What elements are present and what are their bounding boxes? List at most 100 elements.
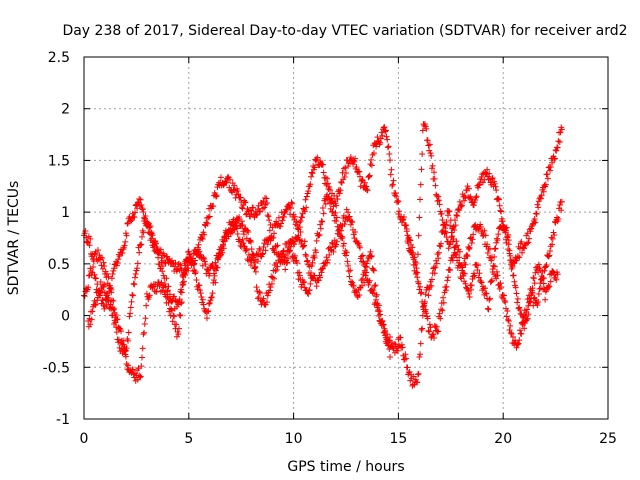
data-point-track-c — [311, 254, 318, 261]
data-point-track-c — [97, 278, 104, 285]
data-point-track-b — [99, 254, 106, 261]
data-point-track-f — [475, 274, 482, 281]
data-point-track-e — [397, 334, 404, 341]
data-point-track-b — [281, 210, 288, 217]
data-point-track-c — [123, 345, 130, 352]
data-point-track-f — [414, 269, 421, 276]
data-point-track-a — [392, 190, 399, 197]
data-point-track-c — [178, 286, 185, 293]
data-point-track-c — [214, 264, 221, 271]
data-point-track-e — [499, 291, 506, 298]
data-point-track-b — [247, 257, 254, 264]
data-point-track-c — [219, 249, 226, 256]
data-point-track-c — [250, 252, 257, 259]
data-point-track-f — [438, 306, 445, 313]
data-point-track-b — [318, 269, 325, 276]
data-point-track-f — [413, 269, 420, 276]
data-point-track-f — [482, 285, 489, 292]
data-point-track-b — [118, 328, 125, 335]
data-point-track-b — [99, 265, 106, 272]
data-point-track-b — [389, 344, 396, 351]
data-point-track-c — [284, 248, 291, 255]
data-point-track-a — [172, 259, 179, 266]
data-point-track-f — [407, 241, 414, 248]
data-point-track-a — [101, 303, 108, 310]
data-point-track-e — [484, 249, 491, 256]
data-point-track-c — [152, 237, 159, 244]
data-point-track-e — [431, 264, 438, 271]
data-point-track-b — [359, 252, 366, 259]
data-point-track-d — [427, 150, 434, 157]
data-point-track-b — [214, 255, 221, 262]
data-point-track-f — [551, 272, 558, 279]
data-point-track-e — [507, 322, 514, 329]
data-point-track-b — [326, 251, 333, 258]
data-point-track-e — [465, 245, 472, 252]
data-point-track-e — [549, 241, 556, 248]
data-point-track-a — [131, 214, 138, 221]
data-point-track-e — [419, 312, 426, 319]
data-point-track-d — [537, 195, 544, 202]
data-point-track-e — [558, 198, 565, 205]
data-point-track-a — [111, 265, 118, 272]
data-point-track-a — [92, 275, 99, 282]
data-point-track-e — [505, 316, 512, 323]
data-point-track-f — [528, 287, 535, 294]
data-point-track-d — [417, 196, 424, 203]
data-point-track-e — [410, 373, 417, 380]
data-point-track-e — [501, 297, 508, 304]
data-point-track-e — [418, 326, 425, 333]
data-point-track-b — [333, 241, 340, 248]
data-point-track-c — [370, 266, 377, 273]
data-point-track-d — [547, 167, 554, 174]
data-point-track-c — [344, 258, 351, 265]
data-point-track-b — [90, 263, 97, 270]
data-point-track-d — [496, 202, 503, 209]
data-point-track-c — [333, 214, 340, 221]
data-point-track-c — [326, 195, 333, 202]
data-point-track-d — [528, 223, 535, 230]
data-point-track-a — [123, 232, 130, 239]
data-point-track-f — [447, 267, 454, 274]
data-point-track-f — [491, 253, 498, 260]
data-point-track-f — [502, 227, 509, 234]
data-point-track-c — [288, 241, 295, 248]
y-tick-label: 2 — [61, 102, 70, 118]
data-point-track-f — [417, 283, 424, 290]
data-point-track-c — [377, 311, 384, 318]
data-point-track-e — [547, 248, 554, 255]
data-point-track-c — [280, 247, 287, 254]
data-point-track-c — [109, 312, 116, 319]
data-point-track-e — [448, 229, 455, 236]
data-point-track-c — [339, 234, 346, 241]
data-point-track-a — [114, 259, 121, 266]
data-point-track-f — [410, 249, 417, 256]
data-point-track-b — [313, 283, 320, 290]
data-point-track-a — [309, 170, 316, 177]
data-point-track-e — [431, 270, 438, 277]
data-point-track-c — [238, 222, 245, 229]
data-point-track-c — [239, 221, 246, 228]
data-point-track-c — [346, 273, 353, 280]
data-point-track-f — [521, 320, 528, 327]
data-point-track-c — [347, 267, 354, 274]
data-point-track-a — [243, 211, 250, 218]
data-point-track-f — [476, 270, 483, 277]
data-point-track-b — [368, 286, 375, 293]
data-point-track-f — [444, 277, 451, 284]
data-point-track-b — [324, 256, 331, 263]
data-point-track-f — [406, 236, 413, 243]
data-point-track-e — [516, 337, 523, 344]
plot-frame — [83, 56, 609, 420]
data-point-track-a — [122, 238, 129, 245]
data-point-track-c — [345, 268, 352, 275]
data-point-track-c — [154, 245, 161, 252]
data-point-track-d — [400, 213, 407, 220]
data-point-track-c — [304, 290, 311, 297]
data-point-track-a — [128, 217, 135, 224]
data-point-track-c — [267, 284, 274, 291]
data-point-track-a — [223, 179, 230, 186]
data-point-track-e — [500, 292, 507, 299]
